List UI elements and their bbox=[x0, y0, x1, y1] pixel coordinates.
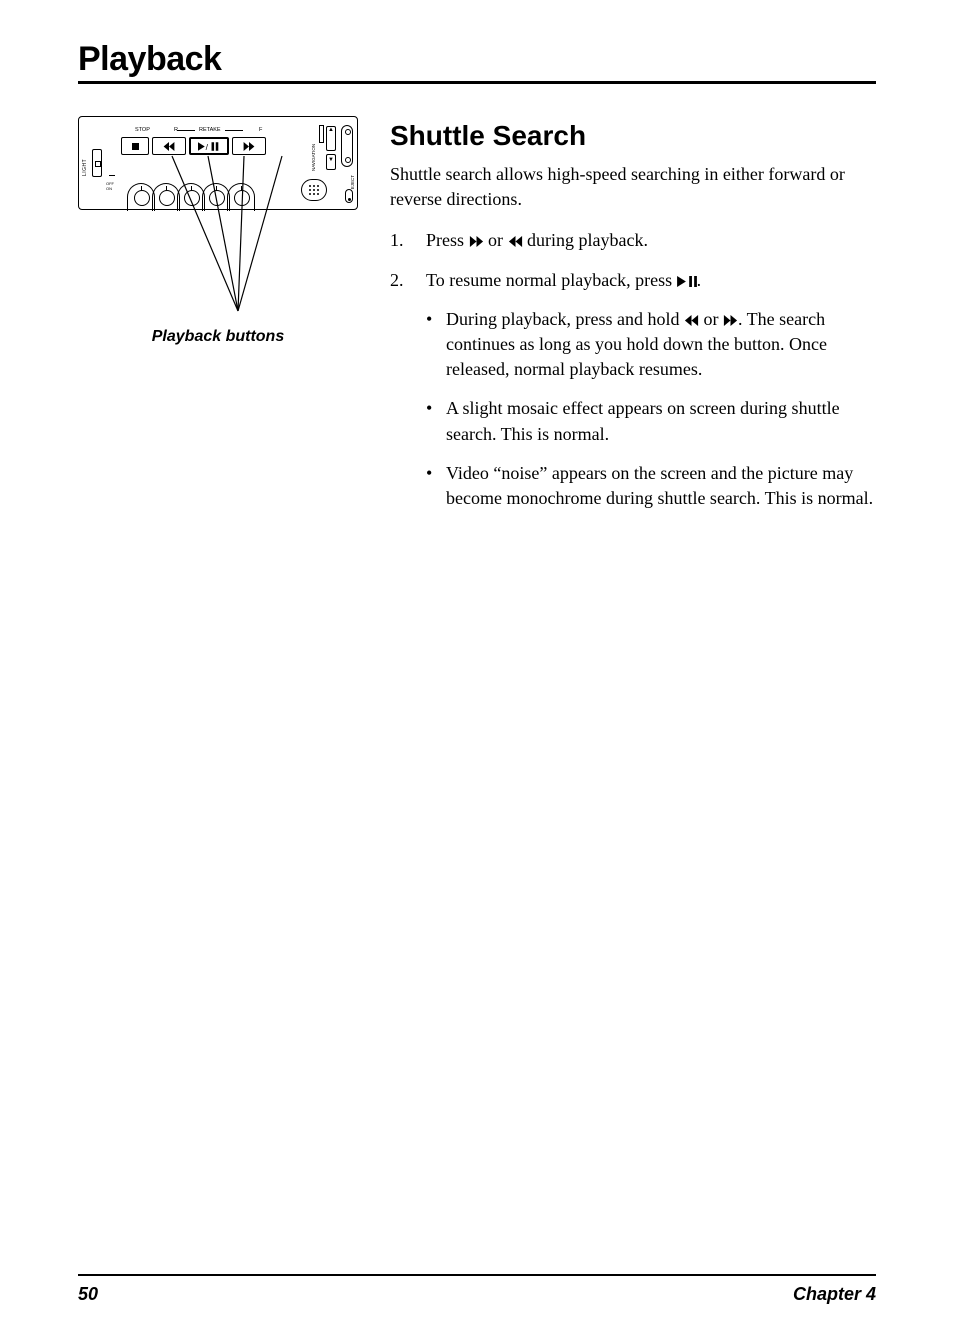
bullet-text: A slight mosaic effect appears on screen… bbox=[446, 396, 876, 446]
playback-button-group: / bbox=[121, 137, 266, 155]
bullet-marker: • bbox=[426, 307, 446, 383]
speaker-grille bbox=[301, 179, 327, 201]
light-button bbox=[92, 149, 102, 177]
content-area: LIGHT OFF ON STOP R RETAKE F / bbox=[78, 116, 876, 539]
stop-button bbox=[121, 137, 149, 155]
fast-forward-icon bbox=[469, 236, 484, 247]
dial bbox=[202, 183, 230, 211]
rewind-button bbox=[152, 137, 186, 155]
fast-forward-icon bbox=[242, 142, 256, 151]
step-list: 1. Press or during playback. 2. To resum… bbox=[390, 228, 876, 525]
dial bbox=[152, 183, 180, 211]
step-item: 2. To resume normal playback, press . • … bbox=[390, 268, 876, 526]
device-body: LIGHT OFF ON STOP R RETAKE F / bbox=[78, 116, 358, 210]
f-label: F bbox=[259, 127, 262, 133]
step-body: Press or during playback. bbox=[426, 228, 876, 253]
rewind-icon bbox=[508, 236, 523, 247]
step-number: 1. bbox=[390, 228, 426, 253]
section-intro: Shuttle search allows high-speed searchi… bbox=[390, 162, 876, 212]
page-footer: 50 Chapter 4 bbox=[78, 1274, 876, 1305]
eject-knob bbox=[345, 189, 353, 203]
fast-forward-button bbox=[232, 137, 266, 155]
page-title: Playback bbox=[78, 40, 876, 79]
rewind-icon bbox=[684, 315, 699, 326]
eject-label: EJECT bbox=[350, 175, 355, 189]
stop-label: STOP bbox=[135, 127, 150, 133]
play-pause-button: / bbox=[189, 137, 229, 155]
bullet-item: • During playback, press and hold or . T… bbox=[426, 307, 876, 383]
dial bbox=[127, 183, 155, 211]
rewind-icon bbox=[162, 142, 176, 151]
bullet-marker: • bbox=[426, 461, 446, 511]
step-body: To resume normal playback, press . • Dur… bbox=[426, 268, 876, 526]
bullet-item: • A slight mosaic effect appears on scre… bbox=[426, 396, 876, 446]
chapter-label: Chapter 4 bbox=[793, 1284, 876, 1305]
step-number: 2. bbox=[390, 268, 426, 526]
dial bbox=[177, 183, 205, 211]
navigation-frame bbox=[319, 125, 324, 143]
dial-row bbox=[127, 183, 252, 211]
device-figure: LIGHT OFF ON STOP R RETAKE F / bbox=[78, 116, 358, 346]
text-column: Shuttle Search Shuttle search allows hig… bbox=[390, 116, 876, 539]
step-item: 1. Press or during playback. bbox=[390, 228, 876, 253]
index-button bbox=[326, 126, 336, 151]
svg-text:/: / bbox=[206, 142, 209, 151]
refresh-button bbox=[326, 154, 336, 170]
section-title: Shuttle Search bbox=[390, 120, 876, 152]
bullet-list: • During playback, press and hold or . T… bbox=[426, 307, 876, 511]
off-on-label: OFF ON bbox=[106, 181, 126, 201]
right-switch bbox=[341, 125, 353, 167]
bullet-marker: • bbox=[426, 396, 446, 446]
dial bbox=[227, 183, 255, 211]
light-label: LIGHT bbox=[82, 147, 90, 187]
page-number: 50 bbox=[78, 1284, 98, 1305]
stop-icon bbox=[132, 143, 139, 150]
bullet-text: During playback, press and hold or . The… bbox=[446, 307, 876, 383]
play-pause-icon bbox=[677, 276, 697, 287]
bullet-item: • Video “noise” appears on the screen an… bbox=[426, 461, 876, 511]
figure-caption: Playback buttons bbox=[78, 328, 358, 346]
retake-label: RETAKE bbox=[199, 127, 221, 133]
figure-column: LIGHT OFF ON STOP R RETAKE F / bbox=[78, 116, 370, 539]
fast-forward-icon bbox=[723, 315, 738, 326]
bullet-text: Video “noise” appears on the screen and … bbox=[446, 461, 876, 511]
play-pause-icon: / bbox=[198, 142, 220, 151]
title-section: Playback bbox=[78, 40, 876, 84]
